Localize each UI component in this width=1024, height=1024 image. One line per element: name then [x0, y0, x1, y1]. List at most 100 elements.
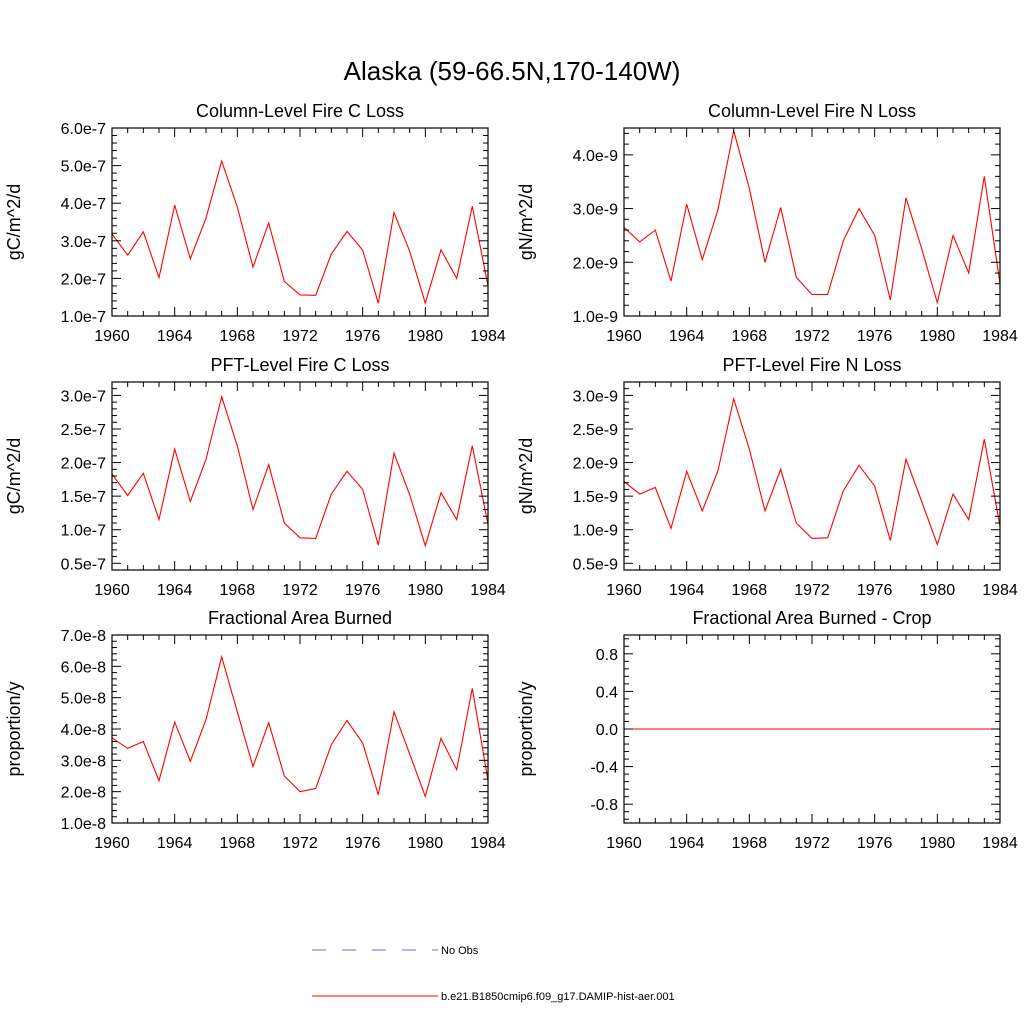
- x-tick-label: 1972: [794, 835, 830, 852]
- y-tick-label: 6.0e-7: [61, 121, 106, 138]
- x-tick-label: 1980: [920, 328, 956, 345]
- panel-title: Fractional Area Burned - Crop: [692, 608, 931, 628]
- series-line: [624, 396, 1000, 547]
- y-tick-label: 1.0e-7: [61, 523, 106, 540]
- y-tick-label: 5.0e-7: [61, 159, 106, 176]
- x-tick-label: 1964: [669, 835, 705, 852]
- x-tick-label: 1968: [732, 582, 768, 599]
- series-line: [624, 130, 1000, 305]
- x-tick-label: 1960: [606, 835, 642, 852]
- chart-panel: PFT-Level Fire N Loss gN/m^2/d 1960 1964 196…: [516, 355, 1018, 599]
- x-tick-label: 1980: [920, 582, 956, 599]
- y-tick-label: -0.8: [590, 797, 618, 814]
- y-axis-label: gC/m^2/d: [4, 438, 24, 514]
- plot-frame: [623, 127, 1001, 317]
- main-title: Alaska (59-66.5N,170-140W): [344, 56, 681, 86]
- x-tick-label: 1968: [220, 328, 256, 345]
- y-tick-label: 2.0e-9: [573, 456, 618, 473]
- y-tick-label: 1.0e-9: [573, 309, 618, 326]
- y-tick-label: 1.0e-7: [61, 309, 106, 326]
- x-tick-label: 1976: [857, 328, 893, 345]
- x-tick-label: 1960: [606, 328, 642, 345]
- y-tick-label: 2.5e-9: [573, 422, 618, 439]
- x-tick-label: 1964: [157, 328, 193, 345]
- y-tick-label: 2.0e-9: [573, 255, 618, 272]
- y-tick-label: 0.8: [596, 647, 618, 664]
- y-tick-label: 1.5e-9: [573, 489, 618, 506]
- panel-title: Fractional Area Burned: [208, 608, 392, 628]
- x-tick-label: 1976: [857, 582, 893, 599]
- y-tick-label: 0.0: [596, 722, 618, 739]
- y-tick-label: -0.4: [590, 760, 618, 777]
- x-tick-label: 1984: [982, 835, 1018, 852]
- x-tick-label: 1980: [408, 328, 444, 345]
- x-tick-label: 1980: [408, 582, 444, 599]
- x-tick-label: 1984: [470, 835, 506, 852]
- series-line: [112, 654, 488, 799]
- x-tick-label: 1972: [282, 328, 318, 345]
- y-tick-label: 3.0e-9: [573, 202, 618, 219]
- x-tick-label: 1964: [669, 328, 705, 345]
- y-tick-label: 6.0e-8: [61, 659, 106, 676]
- x-tick-label: 1964: [157, 835, 193, 852]
- plot-frame: [111, 127, 489, 317]
- x-tick-label: 1972: [282, 835, 318, 852]
- y-tick-label: 2.0e-7: [61, 456, 106, 473]
- y-axis-label: gN/m^2/d: [516, 184, 536, 260]
- y-tick-label: 2.0e-8: [61, 785, 106, 802]
- x-tick-label: 1968: [732, 328, 768, 345]
- x-tick-label: 1972: [794, 582, 830, 599]
- y-tick-label: 0.5e-9: [573, 556, 618, 573]
- panel-title: PFT-Level Fire C Loss: [210, 355, 389, 375]
- x-tick-label: 1976: [857, 835, 893, 852]
- plot-frame: [111, 634, 489, 824]
- y-tick-label: 3.0e-7: [61, 388, 106, 405]
- x-tick-label: 1976: [345, 835, 381, 852]
- y-tick-label: 1.5e-7: [61, 489, 106, 506]
- x-tick-label: 1968: [732, 835, 768, 852]
- panel-title: PFT-Level Fire N Loss: [722, 355, 901, 375]
- x-tick-label: 1960: [606, 582, 642, 599]
- chart-panel: Column-Level Fire N Loss gN/m^2/d 1960 1964…: [516, 101, 1018, 345]
- y-tick-label: 4.0e-8: [61, 722, 106, 739]
- chart-panel: Column-Level Fire C Loss gC/m^2/d 1960 1964…: [4, 101, 506, 345]
- legend-label: No Obs: [441, 945, 479, 957]
- x-tick-label: 1960: [94, 582, 130, 599]
- y-tick-label: 2.5e-7: [61, 422, 106, 439]
- legend: No Obs b.e21.B1850cmip6.f09_g17.DAMIP-his…: [312, 945, 675, 1003]
- panel-title: Column-Level Fire C Loss: [196, 101, 404, 121]
- chart-panel: Fractional Area Burned proportion/y 1960 19…: [4, 608, 506, 852]
- y-tick-label: 4.0e-9: [573, 148, 618, 165]
- y-tick-label: 0.4: [596, 684, 618, 701]
- y-tick-label: 5.0e-8: [61, 691, 106, 708]
- x-tick-label: 1960: [94, 835, 130, 852]
- x-tick-label: 1964: [669, 582, 705, 599]
- y-tick-label: 3.0e-7: [61, 234, 106, 251]
- x-tick-label: 1968: [220, 835, 256, 852]
- x-tick-label: 1968: [220, 582, 256, 599]
- x-tick-label: 1976: [345, 582, 381, 599]
- x-tick-label: 1976: [345, 328, 381, 345]
- x-tick-label: 1984: [982, 582, 1018, 599]
- y-axis-label: gN/m^2/d: [516, 438, 536, 514]
- y-axis-label: proportion/y: [4, 681, 24, 776]
- plot-frame: [623, 381, 1001, 571]
- x-tick-label: 1972: [794, 328, 830, 345]
- x-tick-label: 1984: [470, 328, 506, 345]
- legend-label: b.e21.B1850cmip6.f09_g17.DAMIP-hist-aer.…: [441, 991, 675, 1003]
- series-line: [112, 159, 488, 306]
- x-tick-label: 1964: [157, 582, 193, 599]
- y-tick-label: 1.0e-8: [61, 816, 106, 833]
- y-axis-label: gC/m^2/d: [4, 184, 24, 260]
- x-tick-label: 1980: [408, 835, 444, 852]
- y-tick-label: 2.0e-7: [61, 271, 106, 288]
- y-tick-label: 3.0e-8: [61, 753, 106, 770]
- y-tick-label: 7.0e-8: [61, 628, 106, 645]
- x-tick-label: 1980: [920, 835, 956, 852]
- panels: Column-Level Fire C Loss gC/m^2/d 1960 1964…: [4, 101, 1018, 852]
- y-tick-label: 0.5e-7: [61, 556, 106, 573]
- chart-panel: PFT-Level Fire C Loss gC/m^2/d 1960 1964 196…: [4, 355, 506, 599]
- series-line: [112, 394, 488, 548]
- panel-title: Column-Level Fire N Loss: [708, 101, 916, 121]
- y-tick-label: 4.0e-7: [61, 196, 106, 213]
